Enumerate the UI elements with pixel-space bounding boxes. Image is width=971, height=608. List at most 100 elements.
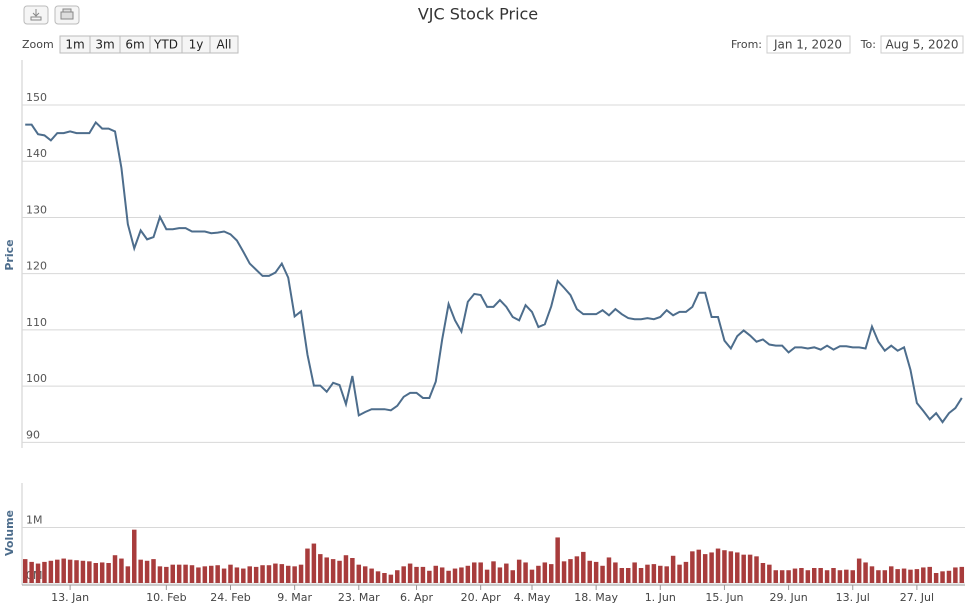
volume-bar bbox=[48, 560, 54, 583]
volume-bar bbox=[786, 570, 791, 583]
volume-bar bbox=[125, 566, 131, 583]
volume-bar bbox=[516, 559, 522, 583]
volume-bar bbox=[645, 564, 650, 583]
volume-bar bbox=[812, 568, 817, 583]
volume-bar bbox=[279, 564, 285, 583]
volume-bar bbox=[253, 566, 259, 583]
volume-bar bbox=[356, 564, 362, 583]
x-tick-label: 13. Jul bbox=[836, 591, 870, 604]
zoom-button-label: All bbox=[217, 38, 232, 52]
volume-bar bbox=[670, 555, 676, 583]
volume-bar bbox=[343, 555, 349, 583]
volume-bar bbox=[600, 565, 605, 583]
y-tick-label: 100 bbox=[26, 372, 47, 385]
zoom-button-label: 1m bbox=[65, 38, 84, 52]
volume-bar bbox=[221, 568, 227, 583]
volume-bar bbox=[170, 564, 175, 583]
volume-bar bbox=[914, 569, 920, 583]
volume-bar bbox=[728, 551, 734, 583]
volume-bar bbox=[362, 566, 368, 583]
volume-bar bbox=[651, 564, 657, 583]
volume-bar bbox=[292, 566, 297, 583]
x-tick-label: 18. May bbox=[574, 591, 618, 604]
volume-bar bbox=[106, 563, 111, 583]
x-tick-label: 9. Mar bbox=[277, 591, 312, 604]
volume-bar bbox=[196, 567, 201, 583]
zoom-button[interactable] bbox=[209, 35, 239, 54]
chart-title: VJC Stock Price bbox=[418, 5, 538, 24]
volume-bar bbox=[138, 559, 143, 583]
volume-axis-title: Volume bbox=[3, 510, 16, 556]
volume-bar bbox=[850, 570, 855, 583]
zoom-label: Zoom bbox=[22, 38, 54, 51]
volume-bar bbox=[202, 566, 208, 583]
volume-bar bbox=[754, 556, 759, 583]
volume-bar bbox=[581, 551, 586, 583]
volume-bar bbox=[74, 560, 79, 583]
volume-bar bbox=[735, 552, 740, 583]
volume-bar bbox=[189, 565, 195, 583]
volume-bar bbox=[805, 570, 811, 583]
volume-bar bbox=[459, 567, 464, 583]
price-line bbox=[25, 120, 963, 424]
volume-bar bbox=[395, 570, 400, 583]
to-label: To: bbox=[860, 38, 876, 51]
volume-bar bbox=[80, 560, 86, 583]
volume-bar bbox=[824, 570, 830, 583]
volume-bar bbox=[484, 569, 490, 583]
volume-bar bbox=[337, 560, 342, 583]
volume-bar bbox=[318, 554, 323, 583]
volume-bar bbox=[638, 568, 644, 583]
from-input[interactable] bbox=[766, 35, 851, 54]
zoom-button-label: YTD bbox=[153, 38, 178, 52]
volume-bar bbox=[908, 569, 913, 583]
volume-bar bbox=[478, 562, 483, 583]
volume-bar bbox=[888, 566, 894, 583]
volume-bar bbox=[298, 564, 304, 583]
volume-bar bbox=[433, 565, 439, 583]
volume-bar bbox=[869, 566, 875, 583]
volume-bar bbox=[311, 543, 317, 583]
volume-bar bbox=[112, 555, 118, 583]
volume-bar bbox=[529, 569, 535, 583]
volume-bar bbox=[741, 554, 746, 583]
volume-bar bbox=[132, 529, 137, 583]
volume-bar bbox=[285, 565, 291, 583]
print-icon bbox=[60, 8, 74, 20]
to-input[interactable] bbox=[880, 35, 964, 54]
x-tick-label: 29. Jun bbox=[769, 591, 807, 604]
volume-bar bbox=[747, 554, 753, 583]
volume-bar bbox=[260, 565, 265, 583]
x-tick-label: 6. Apr bbox=[400, 591, 433, 604]
volume-bar bbox=[927, 566, 932, 583]
volume-bar bbox=[677, 564, 682, 583]
volume-bar bbox=[407, 563, 413, 583]
volume-bar bbox=[613, 562, 618, 583]
volume-bar bbox=[369, 568, 374, 583]
volume-bar bbox=[574, 556, 580, 583]
volume-bar bbox=[901, 568, 907, 583]
volume-bar bbox=[472, 562, 477, 583]
volume-bar bbox=[491, 561, 496, 583]
y-tick-label: 90 bbox=[26, 428, 40, 441]
price-axis-title: Price bbox=[3, 239, 16, 270]
volume-bar bbox=[382, 573, 387, 583]
volume-bar bbox=[324, 557, 329, 583]
volume-bar bbox=[504, 563, 509, 583]
x-tick-label: 4. May bbox=[514, 591, 551, 604]
volume-bar bbox=[208, 565, 214, 583]
volume-bar bbox=[536, 565, 541, 583]
volume-bar bbox=[799, 568, 804, 583]
volume-bar bbox=[593, 561, 599, 583]
volume-bar bbox=[715, 548, 721, 583]
zoom-button-label: 3m bbox=[95, 38, 114, 52]
volume-bar bbox=[87, 561, 92, 583]
volume-bar bbox=[99, 562, 105, 583]
volume-bar bbox=[818, 568, 823, 583]
volume-bar bbox=[940, 571, 945, 583]
y-tick-label: 110 bbox=[26, 316, 47, 329]
y-tick-label: 120 bbox=[26, 260, 47, 273]
volume-bar bbox=[767, 564, 772, 583]
volume-bar bbox=[632, 562, 637, 583]
